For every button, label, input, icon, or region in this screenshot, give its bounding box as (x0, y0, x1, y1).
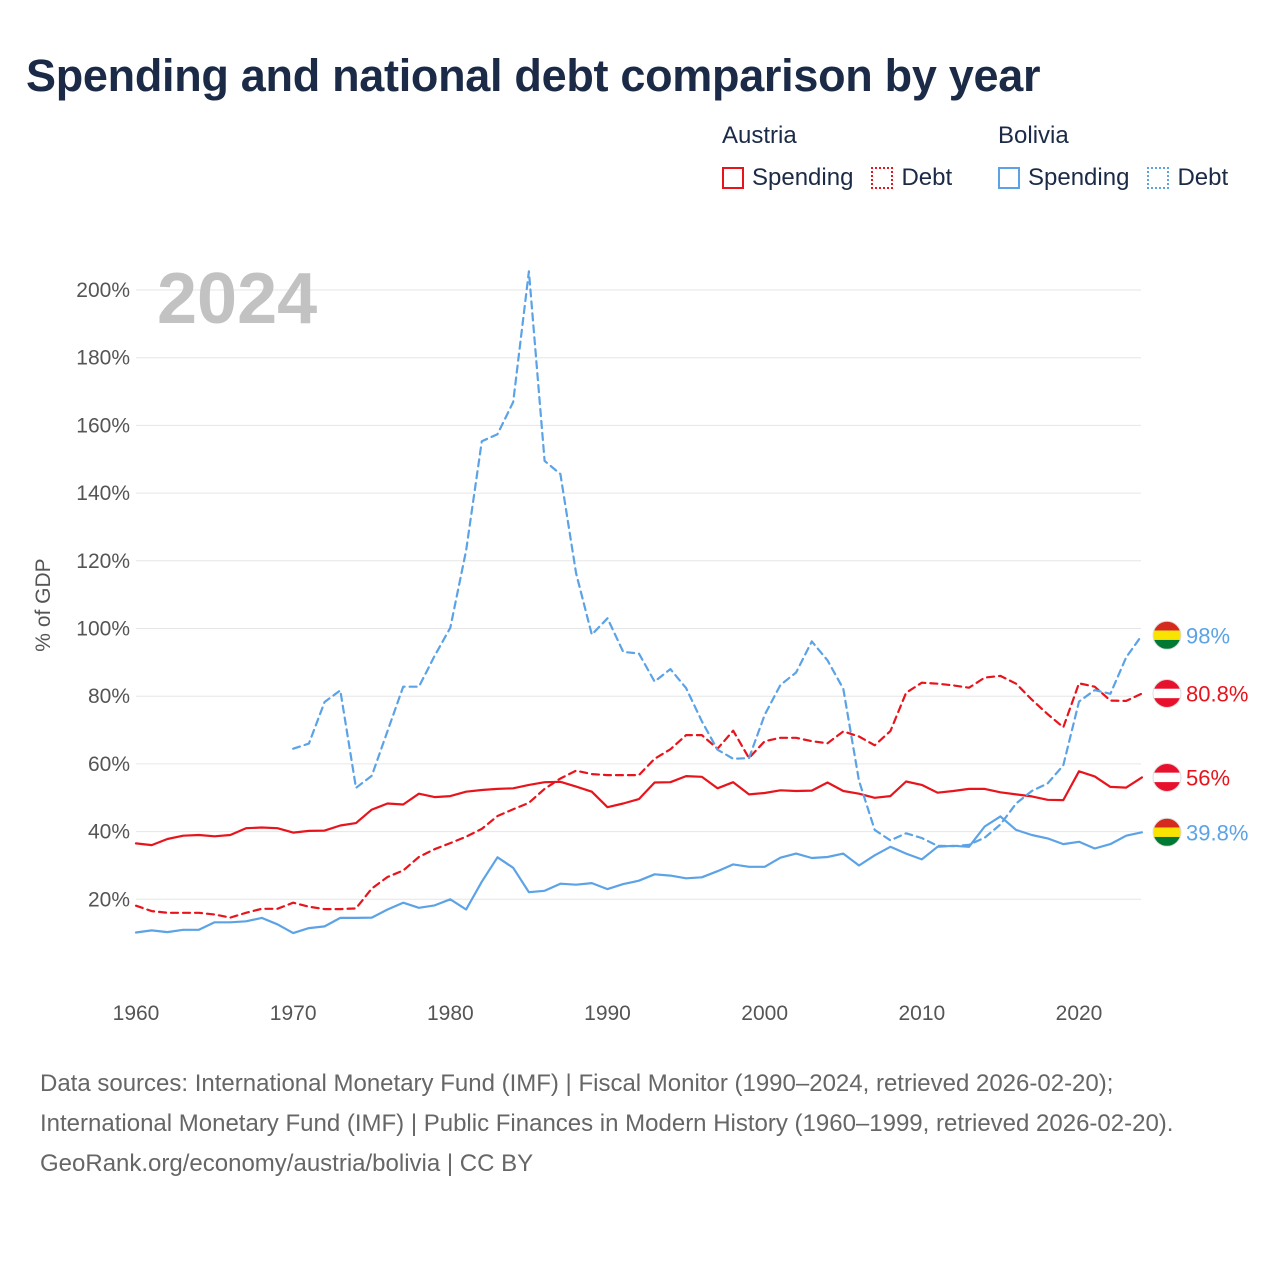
legend-item-austria-debt[interactable]: Debt (871, 164, 952, 192)
y-tick-label: 200% (76, 279, 130, 302)
x-tick-label: 2000 (741, 1002, 788, 1025)
x-tick-label: 1980 (427, 1002, 474, 1025)
x-tick-label: 1990 (584, 1002, 631, 1025)
legend-label: Debt (1177, 164, 1229, 191)
legend-swatch-solid (722, 167, 744, 189)
chart-title: Spending and national debt comparison by… (26, 50, 1041, 101)
x-tick-label: 1970 (270, 1002, 317, 1025)
legend-label: Debt (901, 164, 953, 191)
legend-group-bolivia: Bolivia Spending Debt (998, 122, 1246, 192)
legend-swatch-solid (998, 167, 1020, 189)
legend-group-austria: Austria Spending Debt (722, 122, 970, 192)
y-tick-label: 160% (76, 414, 130, 437)
y-tick-label: 140% (76, 482, 130, 505)
end-value-label: 39.8% (1186, 820, 1248, 845)
legend-group-title: Austria (722, 122, 797, 149)
y-tick-label: 20% (88, 888, 130, 911)
y-tick-label: 180% (76, 347, 130, 370)
bolivia-flag-icon (1152, 620, 1182, 650)
legend-item-austria-spending[interactable]: Spending (722, 164, 853, 192)
data-sources: Data sources: International Monetary Fun… (40, 1070, 1174, 1137)
credit-line[interactable]: GeoRank.org/economy/austria/bolivia | CC… (40, 1150, 534, 1177)
y-tick-label: 120% (76, 550, 130, 573)
y-tick-label: 40% (88, 821, 130, 844)
y-axis-ticks: 20% 40% 60% 80% 100% 120% 140% 160% 180% 200% (76, 279, 130, 911)
y-tick-label: 100% (76, 618, 130, 641)
legend-label: Spending (1028, 164, 1130, 191)
x-axis-ticks: 1960 1970 1980 1990 2000 2010 2020 (113, 1002, 1103, 1025)
footer: Data sources: International Monetary Fun… (40, 1064, 1240, 1184)
y-tick-label: 60% (88, 753, 130, 776)
end-value-label: 80.8% (1186, 681, 1248, 706)
series-line-bolivia-spending[interactable] (134, 815, 1144, 935)
gridlines (136, 289, 1141, 900)
austria-flag-icon (1152, 762, 1182, 792)
end-value-label: 98% (1186, 623, 1230, 648)
x-tick-label: 1960 (113, 1002, 160, 1025)
end-markers: 56% 80.8% 39.8% 98% (1152, 620, 1248, 847)
y-axis-title: % of GDP (32, 558, 55, 651)
legend-item-bolivia-spending[interactable]: Spending (998, 164, 1129, 192)
bolivia-flag-icon (1152, 817, 1182, 847)
legend-group-title: Bolivia (998, 122, 1069, 149)
line-chart: 20% 40% 60% 80% 100% 120% 140% 160% 180% 200% 196… (32, 259, 1248, 1025)
series-lines (134, 270, 1144, 935)
end-value-label: 56% (1186, 765, 1230, 790)
austria-flag-icon (1152, 678, 1182, 708)
x-tick-label: 2010 (898, 1002, 945, 1025)
series-line-austria-debt[interactable] (134, 674, 1144, 919)
y-tick-label: 80% (88, 685, 130, 708)
series-line-austria-spending[interactable] (134, 770, 1144, 847)
legend-swatch-dotted (871, 167, 894, 189)
legend-label: Spending (752, 164, 854, 191)
series-line-bolivia-debt[interactable] (292, 270, 1144, 848)
year-label: 2024 (157, 259, 317, 339)
x-tick-label: 2020 (1056, 1002, 1103, 1025)
legend-item-bolivia-debt[interactable]: Debt (1147, 164, 1228, 192)
legend-swatch-dotted (1147, 167, 1170, 189)
